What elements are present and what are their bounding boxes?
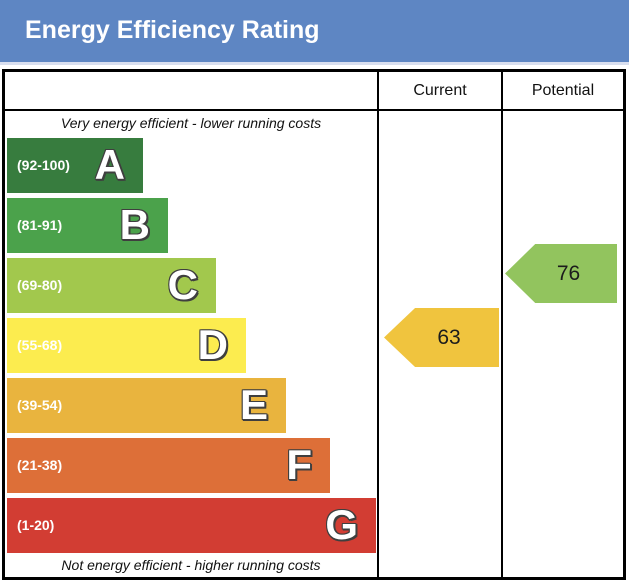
band-range-label: (69-80): [17, 277, 63, 293]
band-letter: B: [119, 201, 150, 248]
band-letter: D: [197, 321, 228, 368]
band-row-g: (1-20) G: [7, 498, 376, 553]
current-rating-value: 63: [437, 326, 461, 349]
band-row-c: (69-80) C: [7, 258, 216, 313]
potential-rating-arrow: 76: [505, 244, 617, 303]
band-letter: G: [325, 501, 358, 548]
band-letter: C: [167, 261, 198, 308]
band-row-d: (55-68) D: [7, 318, 246, 373]
band-range-label: (55-68): [17, 337, 63, 353]
band-letter: F: [286, 441, 312, 488]
potential-rating-value: 76: [556, 262, 581, 285]
band-range-label: (1-20): [17, 517, 55, 533]
header-row-border: [5, 109, 623, 111]
band-row-a: (92-100) A: [7, 138, 143, 193]
band-row-b: (81-91) B: [7, 198, 168, 253]
caption-very-efficient: Very energy efficient - lower running co…: [60, 115, 322, 131]
column-divider-current-potential: [501, 72, 503, 577]
band-row-e: (39-54) E: [7, 378, 286, 433]
page-title: Energy Efficiency Rating: [25, 16, 320, 44]
current-rating-arrow: 63: [384, 308, 499, 367]
band-range-label: (21-38): [17, 457, 63, 473]
band-range-label: (92-100): [17, 157, 70, 173]
column-header-potential: Potential: [531, 82, 595, 99]
header-bar: Energy Efficiency Rating: [0, 0, 629, 62]
caption-not-efficient: Not energy efficient - higher running co…: [61, 557, 321, 573]
column-divider-chart-current: [377, 72, 379, 577]
header-divider: [0, 62, 629, 65]
band-row-f: (21-38) F: [7, 438, 330, 493]
rating-table: Current Potential Very energy efficient …: [2, 69, 626, 580]
band-range-label: (39-54): [17, 397, 63, 413]
band-letter: A: [94, 141, 125, 188]
column-header-current: Current: [413, 82, 467, 99]
band-letter: E: [239, 381, 268, 428]
band-range-label: (81-91): [17, 217, 63, 233]
